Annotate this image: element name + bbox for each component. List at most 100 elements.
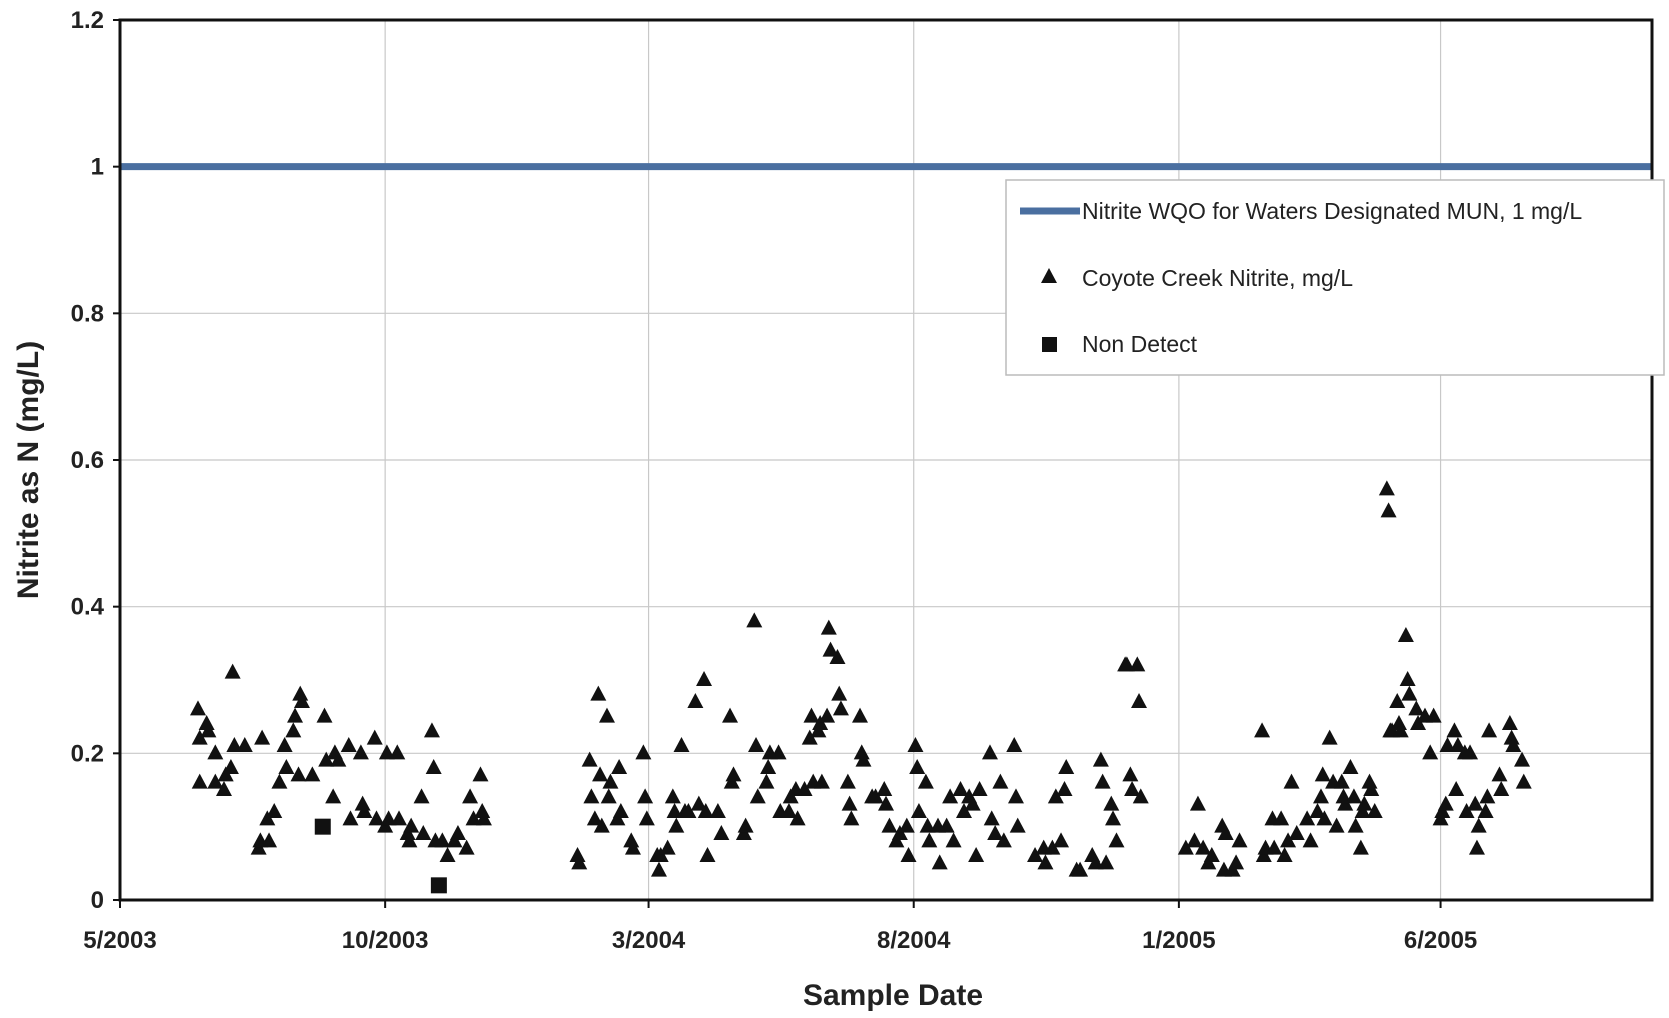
coyote-creek-point [1053,832,1070,848]
coyote-creek-point [1361,773,1378,789]
coyote-creek-point [325,788,342,804]
data-points [189,480,1532,894]
coyote-creek-point [278,759,295,774]
coyote-creek-point [1087,854,1104,870]
coyote-creek-point [796,781,813,796]
coyote-creek-point [831,685,848,701]
coyote-creek-point [1132,788,1149,804]
coyote-creek-point [709,803,726,818]
coyote-creek-point [1312,788,1329,804]
y-tick-label: 0.4 [71,594,105,621]
y-tick-label: 1 [91,154,104,181]
coyote-creek-point [687,693,704,708]
coyote-creek-point [423,722,440,738]
coyote-creek-point [1392,722,1409,738]
coyote-creek-point [236,737,253,752]
non-detect-point [430,877,447,894]
coyote-creek-point [938,817,955,833]
coyote-creek-point [368,810,385,826]
coyote-creek-point [413,788,430,804]
coyote-creek-point [1439,737,1456,752]
coyote-creek-point [189,700,206,716]
coyote-creek-point [945,832,962,848]
coyote-creek-point [1503,729,1520,745]
coyote-creek-point [1470,817,1487,833]
coyote-creek-point [801,729,818,745]
coyote-creek-point [1467,795,1484,811]
coyote-creek-point [261,832,278,848]
coyote-creek-point [1408,700,1425,716]
coyote-creek-point [900,847,917,862]
coyote-creek-point [1105,810,1122,826]
coyote-creek-point [952,781,969,796]
coyote-creek-point [623,832,640,848]
coyote-creek-point [1380,502,1397,518]
coyote-creek-point [1477,803,1494,818]
coyote-creek-point [1009,817,1026,833]
coyote-creek-point [668,817,685,833]
coyote-creek-point [1273,810,1290,826]
x-tick-label: 8/2004 [877,927,951,954]
x-tick-label: 1/2005 [1142,927,1215,954]
coyote-creek-point [878,795,894,811]
coyote-creek-point [992,773,1009,789]
coyote-creek-point [366,729,383,745]
coyote-creek-point [254,729,271,745]
coyote-creek-point [1389,693,1406,708]
coyote-creek-point [462,788,479,804]
coyote-creek-point [285,722,302,738]
coyote-creek-point [1027,847,1044,862]
coyote-creek-point [1448,781,1465,796]
coyote-creek-point [1333,773,1350,789]
coyote-creek-point [1098,854,1115,870]
coyote-creek-point [917,773,934,789]
coyote-creek-point [1037,854,1054,870]
coyote-creek-point [690,795,707,811]
coyote-creek-point [1276,847,1293,862]
coyote-creek-point [758,773,775,789]
coyote-creek-point [1515,773,1532,789]
coyote-creek-point [1299,810,1316,826]
y-tick-label: 1.2 [71,7,104,34]
coyote-creek-point [415,825,432,840]
coyote-creek-point [1103,795,1120,811]
coyote-creek-point [770,744,787,760]
coyote-creek-point [1422,744,1439,760]
coyote-creek-point [964,795,981,811]
coyote-creek-point [737,817,754,833]
coyote-creek-point [1280,832,1297,848]
coyote-creek-point [207,773,224,789]
x-tick-label: 10/2003 [342,927,429,954]
coyote-creek-point [318,751,335,767]
coyote-creek-point [583,788,600,804]
coyote-creek-point [832,700,849,716]
coyote-creek-point [475,810,492,826]
coyote-creek-point [1366,803,1383,818]
coyote-creek-point [401,832,418,848]
coyote-creek-point [789,810,806,826]
coyote-creek-point [316,707,333,723]
coyote-creek-point [1203,847,1220,862]
y-axis-title: Nitrite as N (mg/L) [12,341,45,599]
coyote-creek-point [748,737,765,752]
coyote-creek-point [907,737,924,752]
coyote-creek-point [458,839,475,855]
coyote-creek-point [1491,766,1508,782]
coyote-creek-point [271,773,288,789]
coyote-creek-point [215,781,232,796]
coyote-creek-point [391,810,408,826]
coyote-creek-point [198,715,215,730]
coyote-creek-point [1217,825,1234,840]
coyote-creek-point [725,766,742,782]
coyote-creek-point [696,671,713,686]
coyote-creek-point [1228,854,1245,870]
coyote-creek-point [287,707,304,723]
coyote-creek-point [1335,788,1352,804]
coyote-creek-point [995,832,1012,848]
coyote-creek-point [1092,751,1109,767]
x-axis-title: Sample Date [803,979,983,1012]
coyote-creek-point [354,795,371,811]
coyote-creek-point [760,759,777,774]
coyote-creek-point [987,825,1004,840]
coyote-creek-point [342,810,359,826]
